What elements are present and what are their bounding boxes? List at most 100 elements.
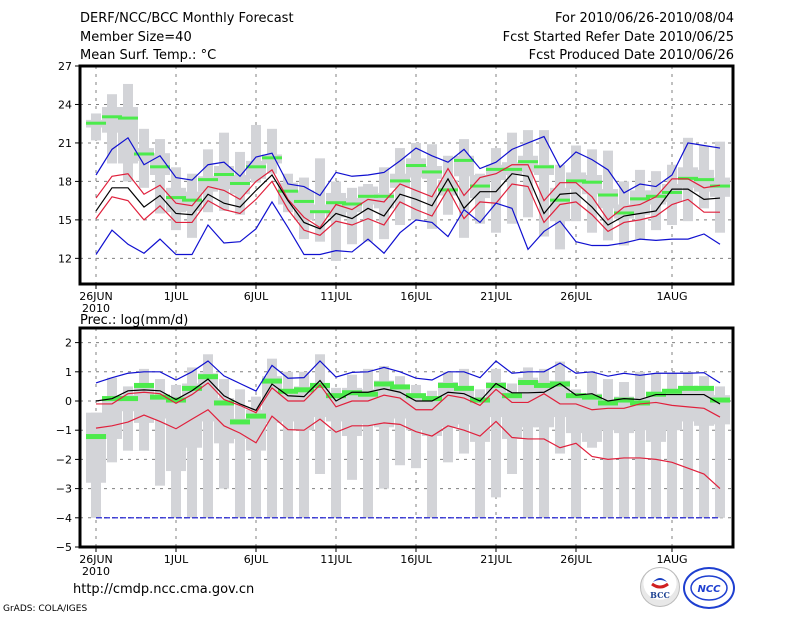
temp-xtick-label: 6JUL (244, 290, 269, 303)
precip-box-13 (294, 386, 314, 431)
precip-xtick-label: 11JUL (320, 553, 352, 566)
precip-box-25 (486, 382, 506, 418)
temp-ytick-label: 21 (58, 137, 72, 150)
temp-whisker-28 (539, 130, 549, 237)
precip-whisker-2 (123, 386, 133, 451)
precip-whisker-12 (283, 371, 293, 518)
precip-box-0 (86, 412, 106, 483)
precip-observed-22 (438, 382, 458, 388)
precip-whisker-19 (395, 376, 405, 466)
temp-observed-28 (534, 165, 554, 169)
precip-box-5 (166, 398, 186, 472)
ncc-logo-text: NCC (697, 584, 721, 595)
precip-whisker-13 (299, 371, 309, 518)
precip-observed-31 (582, 394, 602, 400)
temp-observed-39 (710, 184, 730, 188)
temp-observed-30 (566, 179, 586, 183)
bcc-logo: BCC (640, 567, 680, 607)
precip-box-7 (198, 373, 218, 422)
precip-series-ens_upper_sd (96, 382, 721, 418)
precip-box-21 (422, 398, 442, 437)
precip-xtick-label: 1AUG (656, 553, 687, 566)
precip-observed-19 (390, 384, 410, 390)
temp-ytick-label: 24 (58, 98, 72, 111)
precip-box-16 (342, 387, 362, 437)
temp-observed-24 (470, 184, 490, 188)
temp-whisker-16 (347, 187, 357, 245)
precip-observed-7 (198, 374, 218, 380)
temp-whisker-23 (459, 139, 469, 238)
precip-xtick-year: 2010 (82, 565, 110, 578)
precip-whisker-35 (651, 373, 661, 518)
temp-whisker-27 (523, 130, 533, 218)
temp-whisker-4 (155, 139, 165, 214)
temp-panel-label: Mean Surf. Temp.: °C (80, 48, 217, 63)
precip-observed-4 (150, 394, 170, 400)
temp-frame (78, 64, 735, 286)
precip-box-38 (694, 386, 714, 426)
source-url[interactable]: http://cmdp.ncc.cma.gov.cn (73, 582, 255, 597)
temp-box-1 (102, 107, 122, 133)
temp-observed-20 (406, 164, 426, 168)
precip-observed-24 (470, 397, 490, 403)
precip-xtick-label: 16JUL (400, 553, 432, 566)
grads-credit: GrADS: COLA/IGES (3, 604, 88, 614)
temp-observed-12 (278, 189, 298, 193)
temp-observed-27 (518, 160, 538, 164)
temp-observed-2 (118, 116, 138, 120)
temp-box-14 (310, 204, 330, 214)
temp-series-ens_lower_sd (95, 180, 720, 236)
temp-observed-8 (214, 173, 234, 176)
temp-box-27 (518, 155, 538, 173)
temp-whisker-24 (475, 173, 485, 224)
precip-observed-10 (246, 413, 266, 419)
precip-observed-36 (662, 388, 682, 394)
temp-observed-6 (182, 198, 202, 202)
temp-observed-9 (230, 181, 250, 185)
precip-whisker-34 (635, 371, 645, 518)
temp-observed-4 (150, 165, 170, 169)
precip-series-ens_upper_extreme (95, 360, 721, 392)
chart-title: DERF/NCC/BCC Monthly Forecast (80, 11, 294, 26)
temp-observed-18 (374, 194, 394, 198)
temp-observed-26 (502, 167, 522, 171)
temp-observed-15 (326, 201, 346, 205)
precip-box-33 (614, 396, 634, 434)
temp-box-23 (454, 155, 474, 177)
temp-xtick-label: 1AUG (656, 290, 687, 303)
precip-whisker-24 (475, 389, 485, 518)
precip-whisker-11 (267, 358, 277, 518)
precip-observed-0 (86, 434, 106, 440)
precip-observed-23 (454, 385, 474, 391)
precip-whisker-9 (235, 389, 245, 518)
precip-frame (78, 326, 735, 549)
precip-box-15 (326, 398, 346, 422)
temp-whisker-10 (251, 124, 261, 183)
precip-observed-6 (182, 385, 202, 391)
precip-ytick-label: −1 (56, 424, 72, 437)
precip-ytick-label: −2 (56, 453, 72, 466)
precip-whisker-37 (683, 371, 693, 518)
temp-observed-23 (454, 158, 474, 162)
forecast-produced-date: Fcst Produced Date 2010/06/26 (528, 48, 734, 63)
temp-whisker-17 (363, 183, 373, 242)
precip-whisker-25 (491, 368, 501, 498)
precip-observed-3 (134, 382, 154, 388)
ncc-logo: NCC (683, 567, 735, 609)
temp-whisker-25 (491, 148, 501, 233)
temp-observed-10 (246, 165, 266, 169)
precip-whisker-7 (203, 354, 213, 518)
temp-whisker-26 (507, 132, 517, 224)
temp-xtick-year: 2010 (82, 302, 110, 315)
precip-box-29 (550, 380, 570, 418)
temp-observed-36 (662, 190, 682, 194)
precip-whisker-39 (715, 386, 725, 518)
precip-whisker-27 (523, 367, 533, 518)
precip-box-22 (438, 382, 458, 428)
temp-xtick-label: 26JUL (560, 290, 592, 303)
precip-whisker-28 (539, 368, 549, 518)
precip-observed-33 (614, 397, 634, 403)
precip-box-18 (374, 380, 394, 428)
precip-observed-32 (598, 400, 618, 406)
